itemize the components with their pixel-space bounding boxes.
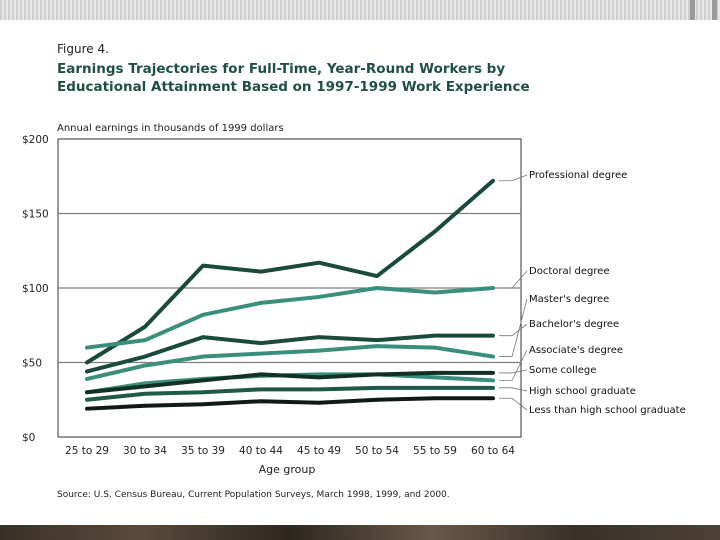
series-label: Professional degree	[529, 170, 627, 181]
x-tick-label: 25 to 29	[65, 445, 109, 457]
chart-title-line-2: Educational Attainment Based on 1997-199…	[57, 79, 530, 95]
series-label: Some college	[529, 365, 596, 376]
leader-line	[499, 270, 528, 289]
y-tick-label: $50	[22, 358, 42, 370]
series-label: Less than high school graduate	[529, 405, 686, 416]
leader-line	[499, 323, 528, 337]
series-line	[85, 370, 495, 395]
y-tick-labels: $0 $50 $100 $150 $200	[22, 134, 49, 444]
series-label: Associate's degree	[529, 345, 623, 356]
series-line	[85, 385, 495, 402]
leader-line	[499, 369, 528, 374]
series-line	[85, 286, 495, 350]
series-line	[85, 333, 495, 374]
x-axis-label: Age group	[259, 463, 316, 476]
x-tick-labels: 25 to 29 30 to 34 35 to 39 40 to 44 45 to 49…	[65, 445, 515, 457]
y-tick-label: $0	[22, 432, 35, 444]
y-tick-label: $200	[22, 134, 49, 146]
leader-line	[499, 174, 528, 182]
leader-line	[499, 298, 528, 357]
series-label: Master's degree	[529, 294, 609, 305]
series-line	[85, 344, 495, 381]
x-tick-label: 60 to 64	[471, 445, 515, 457]
series-label: High school graduate	[529, 386, 636, 397]
figure-label: Figure 4.	[57, 42, 109, 56]
top-border-mark	[690, 0, 695, 20]
chart-title-line-1: Earnings Trajectories for Full-Time, Yea…	[57, 61, 505, 77]
x-tick-label: 35 to 39	[181, 445, 225, 457]
bottom-texture-strip	[0, 525, 720, 540]
x-tick-label: 30 to 34	[123, 445, 167, 457]
y-tick-label: $150	[22, 209, 49, 221]
source-note: Source: U.S. Census Bureau, Current Popu…	[57, 490, 450, 500]
x-tick-label: 40 to 44	[239, 445, 283, 457]
series-line	[85, 178, 495, 365]
series-label: Bachelor's degree	[529, 319, 619, 330]
series-label: Doctoral degree	[529, 266, 610, 277]
series-labels: Professional degree Doctoral degree Master…	[529, 170, 686, 416]
top-border-mark	[712, 0, 717, 20]
series-line	[85, 396, 495, 411]
y-axis-label: Annual earnings in thousands of 1999 dol…	[57, 123, 284, 134]
series-leader-lines	[499, 174, 528, 411]
x-tick-label: 50 to 54	[355, 445, 399, 457]
series-lines	[85, 178, 495, 411]
chart-grid	[57, 138, 522, 438]
y-tick-label: $100	[22, 283, 49, 295]
leader-line	[499, 349, 528, 381]
x-tick-label: 45 to 49	[297, 445, 341, 457]
top-border-strip	[0, 0, 720, 20]
leader-line	[499, 387, 528, 392]
x-tick-label: 55 to 59	[413, 445, 457, 457]
leader-line	[499, 397, 528, 411]
